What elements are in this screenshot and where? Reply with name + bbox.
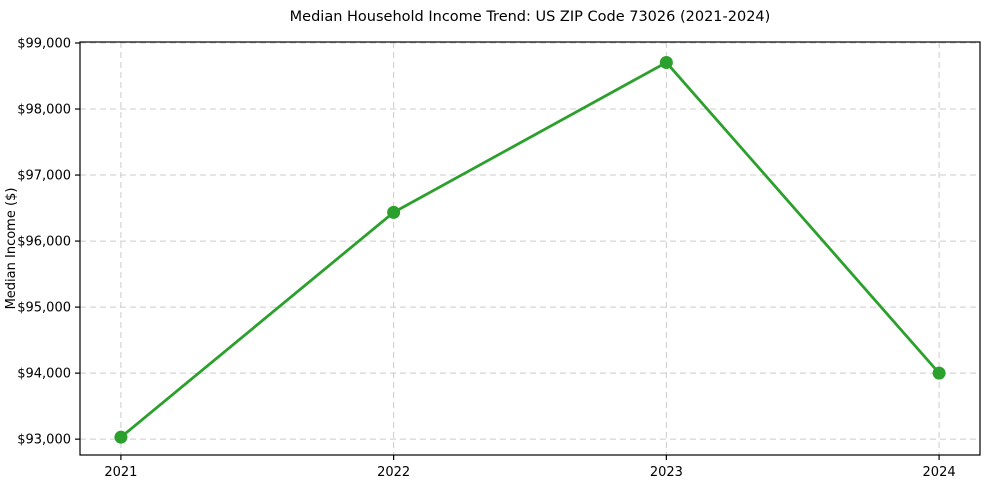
y-tick-label: $99,000 bbox=[17, 36, 71, 51]
tick-label-layer: $93,000 $94,000 $95,000 $96,000 $97,000 $98,0… bbox=[17, 36, 955, 480]
y-tick-label: $94,000 bbox=[17, 367, 71, 382]
data-point-marker bbox=[659, 55, 673, 69]
y-tick-label: $95,000 bbox=[17, 301, 71, 316]
y-axis-label: Median Income ($) bbox=[4, 188, 19, 310]
tick-layer bbox=[75, 42, 940, 460]
x-tick-label: 2023 bbox=[650, 465, 683, 480]
data-point-marker bbox=[114, 430, 128, 444]
data-point-marker bbox=[932, 366, 946, 380]
y-tick-label: $98,000 bbox=[17, 103, 71, 118]
trend-line bbox=[119, 61, 941, 439]
y-tick-label: $93,000 bbox=[17, 433, 71, 448]
data-point-marker bbox=[387, 205, 401, 219]
y-tick-label: $97,000 bbox=[17, 169, 71, 184]
series-layer bbox=[114, 55, 946, 444]
chart-title: Median Household Income Trend: US ZIP Co… bbox=[290, 9, 771, 25]
plot-border bbox=[79, 41, 981, 456]
y-tick-label: $96,000 bbox=[17, 235, 71, 250]
x-tick-label: 2021 bbox=[104, 465, 137, 480]
x-tick-label: 2024 bbox=[923, 465, 956, 480]
x-tick-label: 2022 bbox=[377, 465, 410, 480]
grid-layer bbox=[80, 42, 980, 455]
